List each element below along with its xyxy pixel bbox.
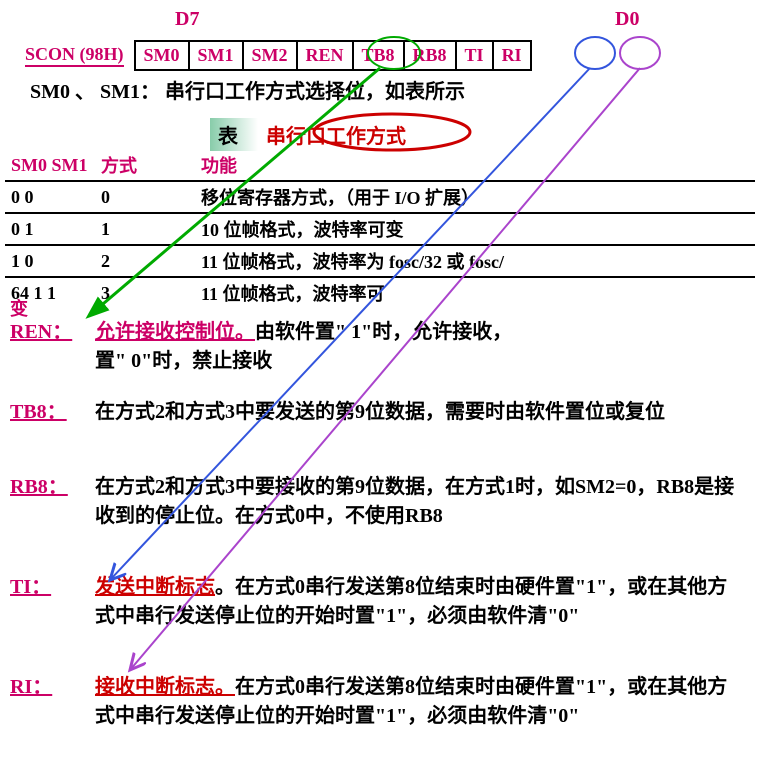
bit-sm0: SM0 [135,41,189,70]
tb8-text: 在方式2和方式3中要发送的第9位数据，需要时由软件置位或复位 [95,395,665,424]
tb8-section: TB8： 在方式2和方式3中要发送的第9位数据，需要时由软件置位或复位 [10,395,665,424]
sm-description: SM0 、 SM1： 串行口工作方式选择位，如表所示 [30,75,465,104]
mode-r1c1: 1 [95,213,195,245]
bit-ti: TI [456,41,493,70]
mode-r2c1: 2 [95,245,195,277]
mode-header-1: 方式 [95,150,195,181]
table-row: 0 1 1 10 位帧格式，波特率可变 [5,213,755,245]
bit-sm2: SM2 [243,41,297,70]
mode-r1c2: 10 位帧格式，波特率可变 [195,213,755,245]
sm-desc-text: 串行口工作方式选择位，如表所示 [165,81,465,103]
mode-r2c0: 1 0 [5,245,95,277]
ren-label: REN： [10,315,95,373]
ren-highlight: 允许接收控制位。 [95,321,255,343]
ti-highlight: 发送中断标志 [95,576,215,598]
ren-section: REN： 允许接收控制位。由软件置" 1"时，允许接收， 置" 0"时，禁止接收 [10,315,512,373]
ti-label: TI： [10,570,95,628]
mode-r0c1: 0 [95,181,195,213]
ri-label: RI： [10,670,95,728]
bit-rb8: RB8 [404,41,456,70]
mode-r1c0: 0 1 [5,213,95,245]
bit-ri: RI [493,41,531,70]
mode-r3c1: 3 [95,277,195,308]
annotation-overlay [0,0,777,757]
circle-ri-icon [620,37,660,69]
sm-desc-prefix: SM0 、 SM1： [30,81,160,103]
circle-ti-icon [575,37,615,69]
mode-r3c2: 11 位帧格式，波特率可 [195,277,755,308]
bit-tb8: TB8 [353,41,404,70]
d0-label: D0 [615,8,639,31]
mode-r0c0: 0 0 [5,181,95,213]
tb8-label: TB8： [10,395,95,424]
table-biao: 表 [210,118,258,151]
mode-header-2: 功能 [195,150,755,181]
ri-section: RI： 接收中断标志。在方式0串行发送第8位结束时由硬件置"1"，或在其他方式中… [10,670,735,728]
mode-r2c2: 11 位帧格式，波特率为 fosc/32 或 fosc/ [195,245,755,277]
mode-table: SM0 SM1 方式 功能 0 0 0 移位寄存器方式，（用于 I/O 扩展） … [5,150,755,308]
scon-register-row: SCON (98H) SM0 SM1 SM2 REN TB8 RB8 TI RI [25,40,532,71]
ren-rest1: 由软件置" 1"时，允许接收， [255,321,512,343]
scon-label: SCON (98H) [25,44,124,67]
mode-header-0: SM0 SM1 [5,150,95,181]
bit-ren: REN [297,41,353,70]
bit-sm1: SM1 [189,41,243,70]
scon-bits-table: SM0 SM1 SM2 REN TB8 RB8 TI RI [134,40,532,71]
table-row: 64 1 1 3 11 位帧格式，波特率可 [5,277,755,308]
table-caption: 表 串行口工作方式 [210,118,406,151]
rb8-text: 在方式2和方式3中要接收的第9位数据，在方式1时，如SM2=0，RB8是接收到的… [95,470,735,528]
table-caption-text: 串行口工作方式 [266,120,406,149]
mode-r0c2: 移位寄存器方式，（用于 I/O 扩展） [195,181,755,213]
ti-section: TI： 发送中断标志。在方式0串行发送第8位结束时由硬件置"1"，或在其他方式中… [10,570,735,628]
d7-label: D7 [175,8,199,31]
table-row: 0 0 0 移位寄存器方式，（用于 I/O 扩展） [5,181,755,213]
rb8-label: RB8： [10,470,95,528]
table-row: 1 0 2 11 位帧格式，波特率为 fosc/32 或 fosc/ [5,245,755,277]
rb8-section: RB8： 在方式2和方式3中要接收的第9位数据，在方式1时，如SM2=0，RB8… [10,470,735,528]
ren-rest2: 置" 0"时，禁止接收 [95,350,272,372]
ri-highlight: 接收中断标志。 [95,676,235,698]
